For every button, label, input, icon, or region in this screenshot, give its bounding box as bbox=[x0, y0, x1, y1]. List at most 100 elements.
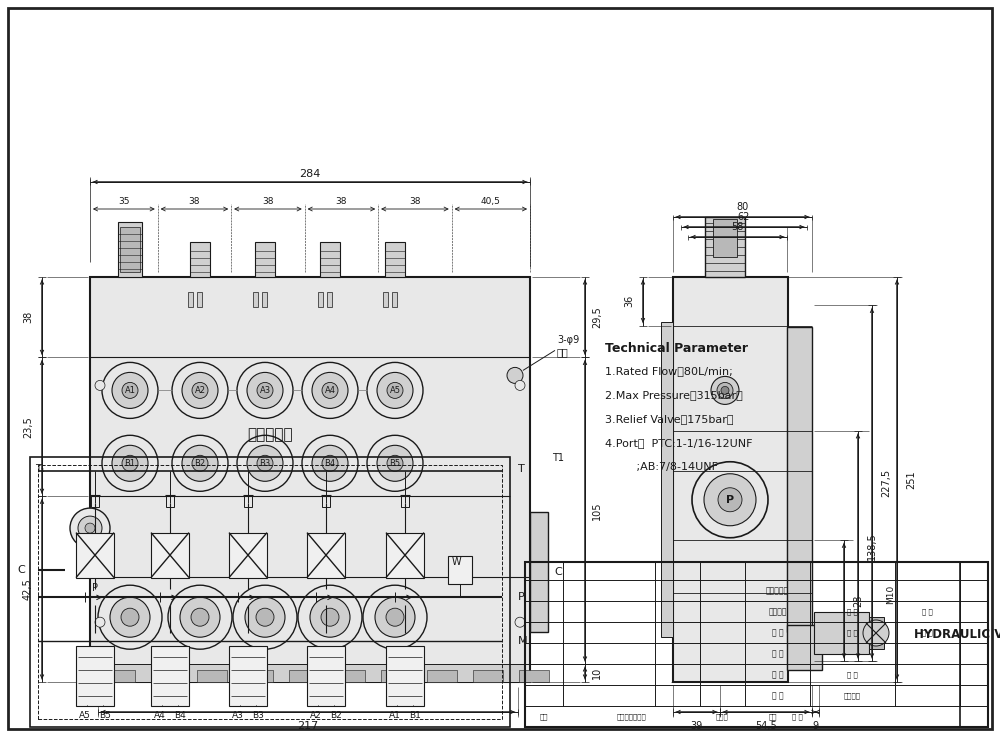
Circle shape bbox=[256, 608, 274, 626]
Circle shape bbox=[237, 363, 293, 419]
Text: B3: B3 bbox=[259, 459, 271, 468]
Circle shape bbox=[245, 597, 285, 638]
Text: 29,5: 29,5 bbox=[592, 307, 602, 328]
Bar bbox=[190, 242, 210, 277]
Bar bbox=[814, 612, 869, 654]
Circle shape bbox=[122, 455, 138, 471]
Bar bbox=[95, 664, 525, 682]
Bar bbox=[787, 625, 822, 670]
Bar bbox=[197, 670, 227, 682]
Text: 58: 58 bbox=[731, 222, 744, 232]
Text: C: C bbox=[17, 565, 25, 576]
Circle shape bbox=[387, 383, 403, 399]
Bar bbox=[289, 670, 319, 682]
Bar bbox=[322, 495, 330, 506]
Text: 审 核: 审 核 bbox=[792, 713, 803, 720]
Text: 138,5: 138,5 bbox=[867, 532, 877, 560]
Circle shape bbox=[302, 436, 358, 492]
Bar bbox=[262, 292, 267, 307]
Text: 35: 35 bbox=[118, 197, 130, 206]
Bar bbox=[105, 670, 135, 682]
Bar bbox=[307, 646, 345, 705]
Bar bbox=[255, 242, 275, 277]
Text: 227,5: 227,5 bbox=[881, 469, 891, 497]
Circle shape bbox=[322, 383, 338, 399]
Circle shape bbox=[121, 608, 139, 626]
Circle shape bbox=[247, 372, 283, 408]
Circle shape bbox=[387, 455, 403, 471]
Bar bbox=[661, 322, 673, 637]
Circle shape bbox=[711, 377, 739, 405]
Text: 工艺检查: 工艺检查 bbox=[768, 607, 787, 616]
Text: 1.Rated Flow：80L/min;: 1.Rated Flow：80L/min; bbox=[605, 366, 733, 376]
Circle shape bbox=[102, 436, 158, 492]
Circle shape bbox=[377, 372, 413, 408]
Bar bbox=[705, 217, 745, 277]
Text: 第 张: 第 张 bbox=[922, 608, 933, 615]
Bar bbox=[76, 533, 114, 578]
Circle shape bbox=[386, 608, 404, 626]
Text: B1: B1 bbox=[409, 710, 421, 719]
Circle shape bbox=[172, 363, 228, 419]
Text: W: W bbox=[452, 557, 462, 567]
Circle shape bbox=[180, 597, 220, 638]
Text: 38: 38 bbox=[336, 197, 347, 206]
Circle shape bbox=[110, 597, 150, 638]
Circle shape bbox=[172, 436, 228, 492]
Text: A5: A5 bbox=[79, 710, 91, 719]
Text: A4: A4 bbox=[154, 710, 166, 719]
Text: 校 对: 校 对 bbox=[772, 628, 783, 637]
Circle shape bbox=[182, 445, 218, 481]
Bar bbox=[229, 646, 267, 705]
Bar bbox=[335, 670, 365, 682]
Bar bbox=[386, 533, 424, 578]
Text: A1: A1 bbox=[389, 710, 401, 719]
Bar bbox=[787, 327, 812, 632]
Circle shape bbox=[377, 445, 413, 481]
Circle shape bbox=[182, 372, 218, 408]
Text: 42,5: 42,5 bbox=[23, 579, 33, 600]
Circle shape bbox=[247, 445, 283, 481]
Circle shape bbox=[191, 608, 209, 626]
Text: 设 计: 设 计 bbox=[772, 691, 783, 700]
Circle shape bbox=[257, 383, 273, 399]
Text: 40,5: 40,5 bbox=[481, 197, 501, 206]
Circle shape bbox=[367, 363, 423, 419]
Text: ;AB:7/8-14UNF: ;AB:7/8-14UNF bbox=[605, 462, 718, 472]
Bar bbox=[151, 646, 189, 705]
Bar bbox=[38, 465, 502, 719]
Circle shape bbox=[312, 372, 348, 408]
Bar bbox=[673, 277, 788, 682]
Circle shape bbox=[515, 380, 525, 391]
Text: B3: B3 bbox=[252, 710, 264, 719]
Text: 更改内容或依据: 更改内容或依据 bbox=[617, 713, 646, 720]
Text: 54,5: 54,5 bbox=[755, 721, 777, 731]
Bar bbox=[30, 457, 510, 727]
Circle shape bbox=[863, 620, 889, 646]
Text: B4: B4 bbox=[174, 710, 186, 719]
Text: 3.Relief Valve：175bar；: 3.Relief Valve：175bar； bbox=[605, 414, 734, 424]
Text: B2: B2 bbox=[330, 710, 342, 719]
Circle shape bbox=[692, 462, 768, 538]
Bar bbox=[383, 292, 388, 307]
Text: A2: A2 bbox=[194, 386, 206, 395]
Text: 3-φ9: 3-φ9 bbox=[557, 335, 579, 346]
Circle shape bbox=[704, 474, 756, 525]
Text: A5: A5 bbox=[390, 386, 400, 395]
Bar bbox=[327, 292, 332, 307]
Text: A1: A1 bbox=[124, 386, 136, 395]
Bar bbox=[243, 670, 273, 682]
Bar bbox=[151, 533, 189, 578]
Circle shape bbox=[321, 608, 339, 626]
Text: 第 张: 第 张 bbox=[847, 608, 858, 615]
Text: 10: 10 bbox=[592, 667, 602, 679]
Circle shape bbox=[168, 585, 232, 649]
Bar bbox=[385, 242, 405, 277]
Bar bbox=[713, 219, 737, 257]
Bar bbox=[120, 227, 140, 272]
Circle shape bbox=[322, 455, 338, 471]
Circle shape bbox=[717, 383, 733, 399]
Bar bbox=[392, 292, 397, 307]
Bar bbox=[229, 533, 267, 578]
Circle shape bbox=[95, 380, 105, 391]
